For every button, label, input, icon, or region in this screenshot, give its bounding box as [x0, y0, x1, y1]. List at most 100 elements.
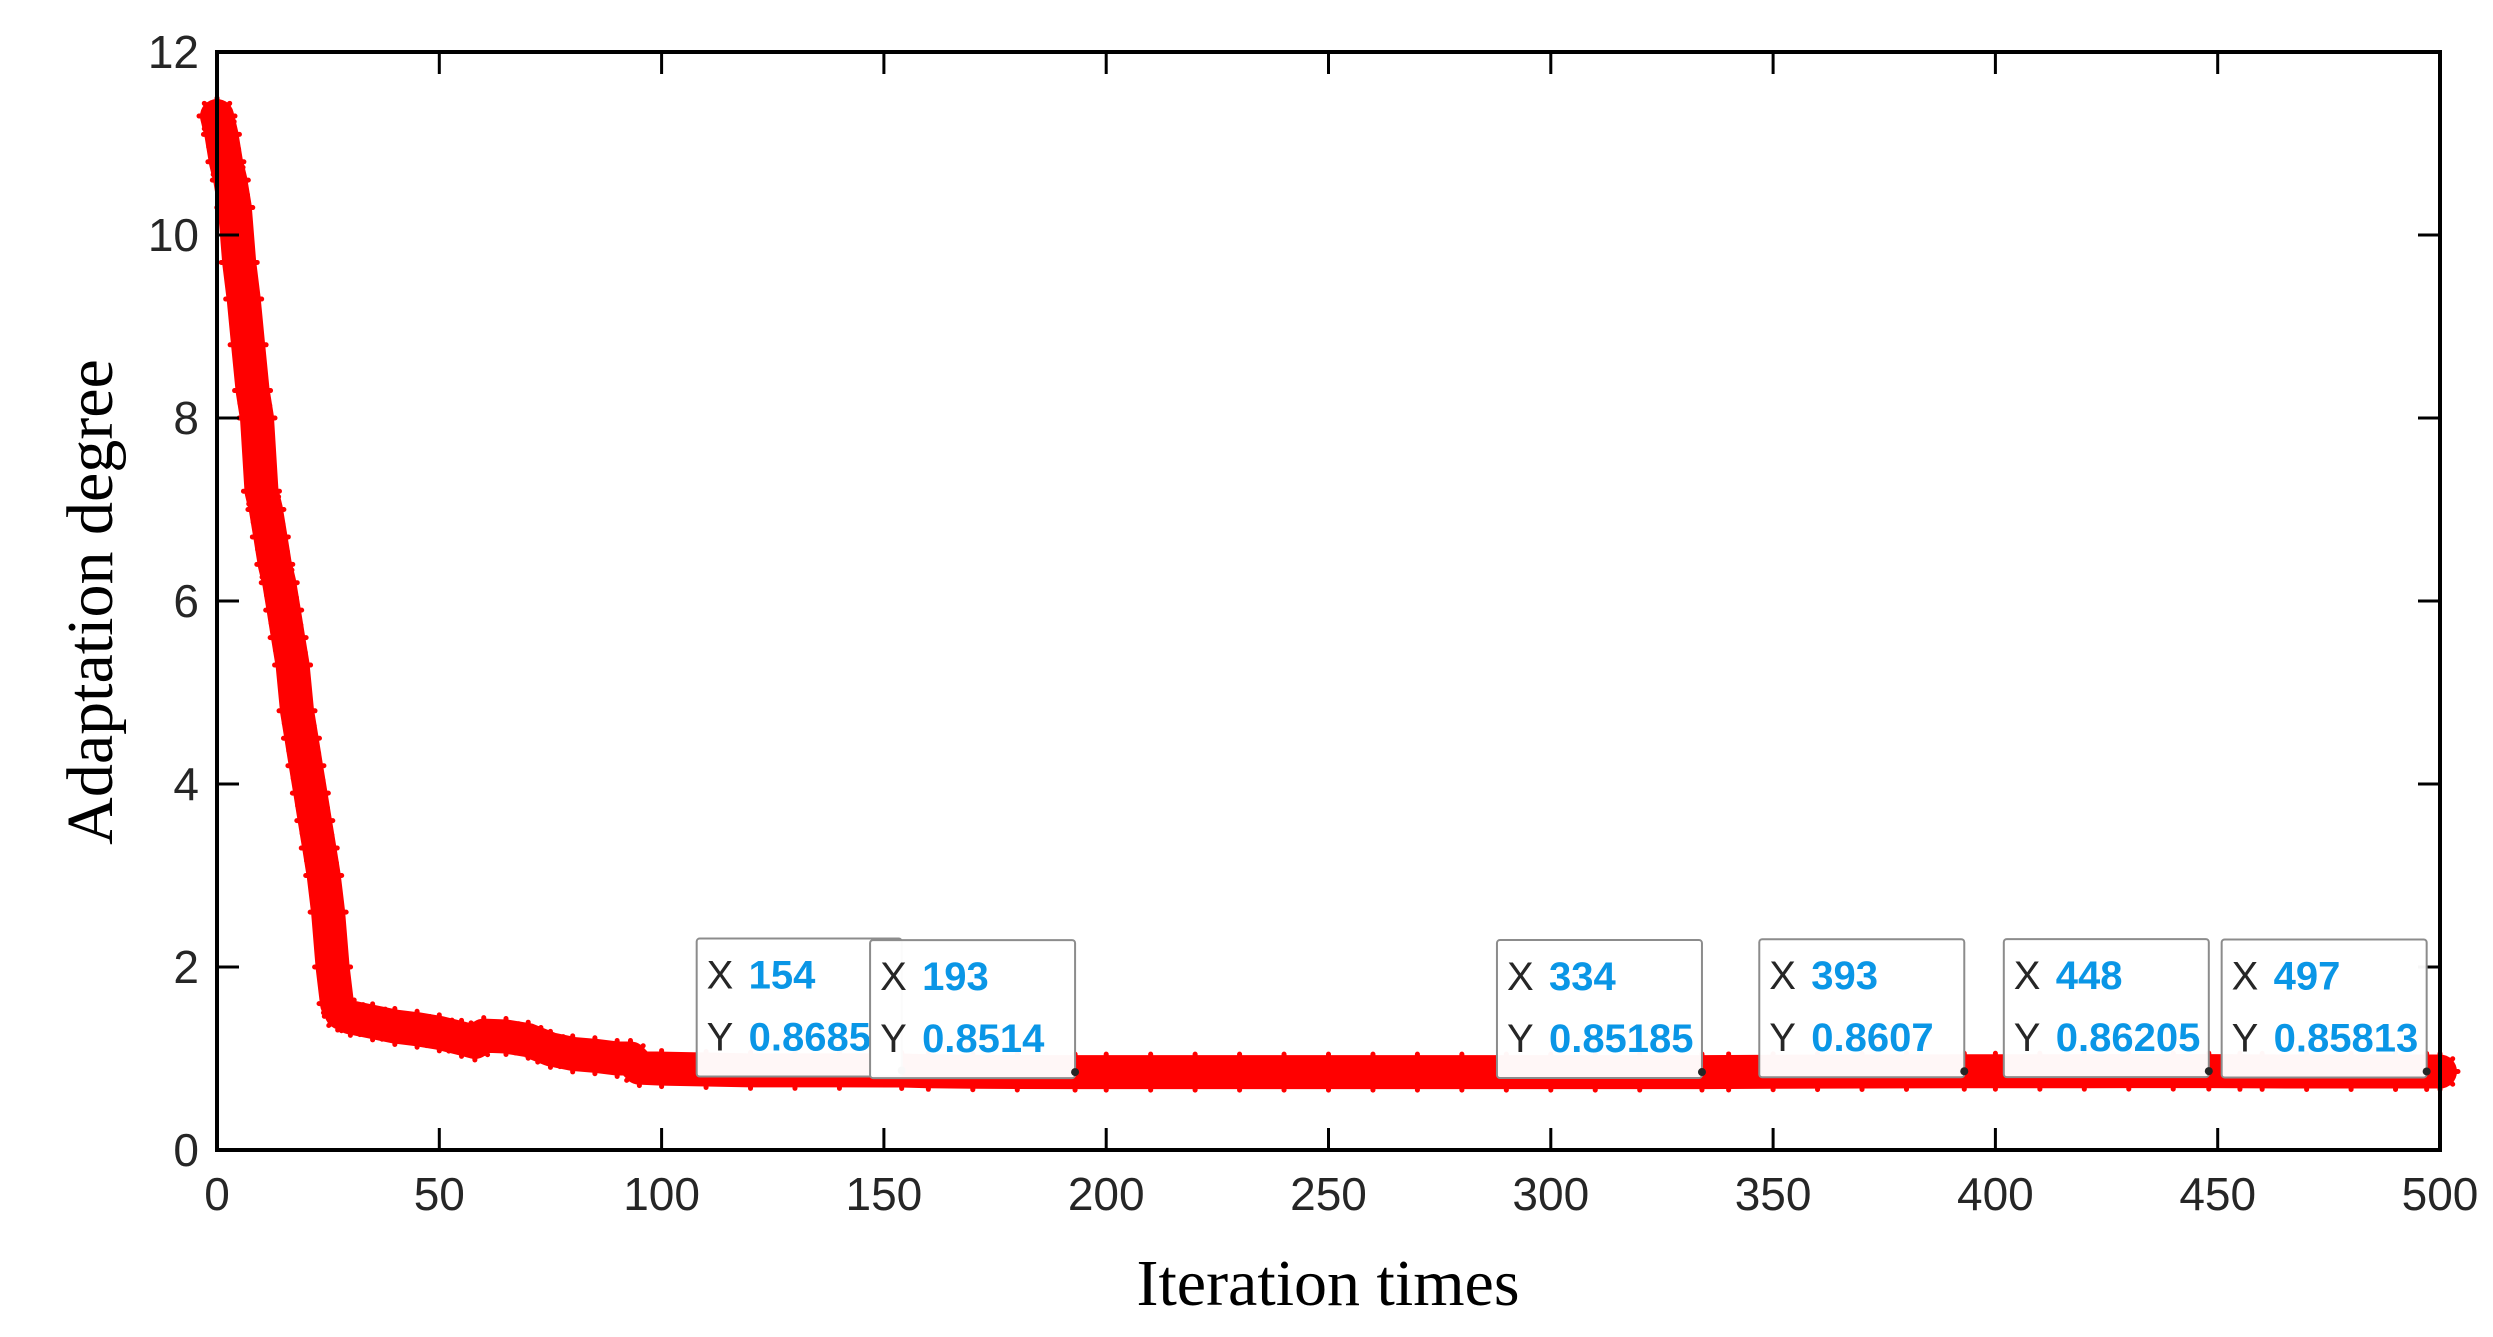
datatip-key: X	[1769, 954, 1796, 998]
datatip-box	[2002, 938, 2210, 1079]
datatip-anchor	[1697, 1068, 1706, 1077]
data-point	[312, 946, 354, 988]
datatip-key: X	[707, 954, 734, 998]
data-point	[227, 324, 269, 366]
data-point	[267, 617, 309, 659]
x-tick-label: 0	[204, 1168, 230, 1220]
x-tick-label: 400	[1957, 1168, 2034, 1220]
datatip[interactable]: X 448 Y 0.86205	[2002, 938, 2213, 1079]
datatip-key: X	[2232, 954, 2259, 998]
data-point	[249, 516, 291, 558]
data-point	[1708, 1051, 1750, 1093]
x-tick-label: 200	[1068, 1168, 1145, 1220]
x-tick-label: 450	[2179, 1168, 2256, 1220]
datatip-anchor	[1960, 1067, 1969, 1076]
data-point	[1263, 1051, 1305, 1093]
datatip-value: 0.8685	[749, 1016, 871, 1060]
datatip-value: 334	[1549, 955, 1616, 999]
x-tick-label: 250	[1290, 1168, 1367, 1220]
datatip-value: 0.85185	[1549, 1017, 1694, 1061]
datatip-key: X	[1507, 955, 1534, 999]
datatip-value: 0.8514	[922, 1017, 1045, 1061]
y-tick-label: 8	[173, 392, 199, 444]
data-point	[1219, 1051, 1261, 1093]
datatip-key: X	[2014, 954, 2041, 998]
y-tick-label: 6	[173, 575, 199, 627]
datatip-value: 0.8607	[1811, 1016, 1933, 1060]
datatip-value: 448	[2056, 954, 2123, 998]
data-point	[641, 1048, 683, 1090]
x-tick-label: 500	[2402, 1168, 2479, 1220]
data-point	[307, 891, 349, 933]
data-point	[236, 397, 278, 439]
data-point	[280, 717, 322, 759]
datatip-key: Y	[707, 1016, 734, 1060]
data-point	[232, 370, 274, 412]
datatip-value: 0.86205	[2056, 1016, 2201, 1060]
data-point	[263, 589, 305, 631]
x-tick-label: 150	[846, 1168, 923, 1220]
y-tick-label: 2	[173, 941, 199, 993]
data-point	[1396, 1051, 1438, 1093]
data-point	[1352, 1051, 1394, 1093]
y-axis-label: Adaptation degree	[54, 359, 127, 845]
datatip-anchor	[2422, 1067, 2431, 1076]
datatip-anchor	[1071, 1068, 1080, 1077]
data-point	[574, 1035, 616, 1077]
data-point	[1085, 1051, 1127, 1093]
datatip-anchor	[2204, 1067, 2213, 1076]
datatip-value: 393	[1811, 954, 1878, 998]
data-point	[276, 690, 318, 732]
data-point	[1308, 1051, 1349, 1093]
data-point	[1174, 1051, 1216, 1093]
data-point	[200, 113, 242, 155]
datatip-key: Y	[1507, 1017, 1534, 1061]
x-tick-label: 100	[623, 1168, 700, 1220]
datatip[interactable]: X 193 Y 0.8514	[869, 939, 1080, 1080]
x-tick-label: 50	[414, 1168, 465, 1220]
datatip-box	[869, 939, 1077, 1080]
x-tick-label: 350	[1735, 1168, 1812, 1220]
datatip-box	[1495, 939, 1703, 1080]
data-point	[285, 745, 327, 787]
y-tick-label: 4	[173, 758, 199, 810]
data-point	[396, 1008, 438, 1050]
data-point	[214, 187, 256, 229]
datatip-value: 0.85813	[2274, 1016, 2419, 1060]
y-tick-label: 0	[173, 1124, 199, 1176]
data-point	[272, 644, 314, 686]
datatip-box	[2220, 938, 2428, 1079]
datatip-value: 497	[2274, 954, 2341, 998]
data-point	[294, 800, 336, 842]
data-point	[289, 772, 331, 814]
data-point	[303, 855, 345, 896]
y-tick-label: 12	[148, 26, 199, 78]
x-axis-label: Iteration times	[1136, 1247, 1519, 1320]
datatip-key: Y	[1769, 1016, 1796, 1060]
data-point	[485, 1016, 527, 1058]
data-point	[507, 1019, 549, 1061]
data-point	[1130, 1051, 1172, 1093]
datatip[interactable]: X 393 Y 0.8607	[1758, 938, 1969, 1079]
datatip-key: Y	[2232, 1016, 2259, 1060]
data-point	[374, 1005, 416, 1047]
axis-ticks: 0 50 100 150 200 250 300 350 400 450 500 0 2 4 6 8 10 12	[148, 26, 2479, 1220]
datatip[interactable]: X 334 Y 0.85185	[1495, 939, 1706, 1080]
y-tick-label: 10	[148, 209, 199, 261]
datatip-key: Y	[2014, 1016, 2041, 1060]
datatip-key: Y	[880, 1017, 907, 1061]
data-point	[218, 241, 260, 283]
data-point	[223, 278, 265, 320]
data-point	[1441, 1051, 1483, 1093]
data-point	[245, 489, 287, 530]
datatip[interactable]: X 497 Y 0.85813	[2220, 938, 2431, 1079]
datatip-value: 193	[922, 955, 989, 999]
data-point	[258, 562, 300, 604]
datatip-box	[1758, 938, 1966, 1079]
datatip-key: X	[880, 955, 907, 999]
data-point	[298, 827, 340, 869]
data-point	[352, 1001, 394, 1043]
